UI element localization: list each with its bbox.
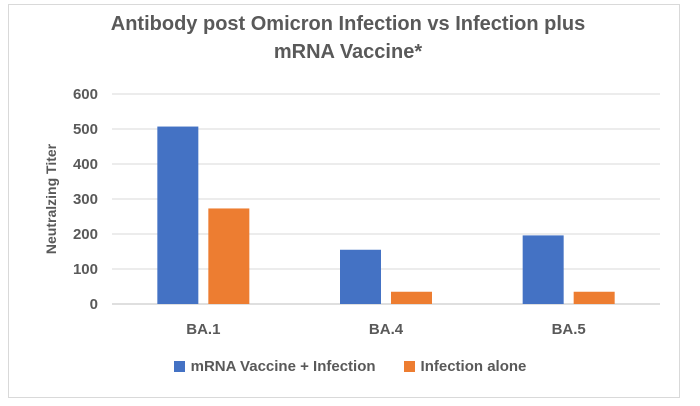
y-tick-label-500: 500 bbox=[73, 121, 98, 138]
y-tick-label-600: 600 bbox=[73, 86, 98, 103]
y-axis-label: Neutralzing Titer bbox=[43, 143, 59, 254]
chart-legend: mRNA Vaccine + Infection Infection alone bbox=[0, 358, 700, 375]
x-tick-label-ba4: BA.4 bbox=[369, 321, 404, 338]
legend-item-series-1: mRNA Vaccine + Infection bbox=[173, 358, 376, 375]
y-tick-label-100: 100 bbox=[73, 261, 98, 278]
legend-label-series-1: mRNA Vaccine + Infection bbox=[190, 358, 376, 375]
bar-ba4-series-1 bbox=[340, 249, 381, 304]
bar-ba1-series-1 bbox=[157, 126, 199, 304]
chart-frame bbox=[8, 4, 680, 398]
y-tick-label-300: 300 bbox=[73, 191, 98, 208]
legend-swatch-series-2 bbox=[403, 361, 415, 372]
bar-ba5-series-1 bbox=[522, 235, 564, 304]
bar-ba5-series-2 bbox=[573, 291, 615, 304]
y-tick-label-0: 0 bbox=[90, 296, 98, 313]
y-tick-label-200: 200 bbox=[73, 226, 98, 243]
legend-label-series-2: Infection alone bbox=[420, 358, 527, 375]
chart-title-line-2: mRNA Vaccine* bbox=[273, 41, 423, 63]
legend-swatch-series-1 bbox=[173, 361, 185, 372]
x-tick-label-ba1: BA.1 bbox=[186, 321, 220, 338]
chart-title: Antibody post Omicron Infection vs Infec… bbox=[0, 10, 696, 66]
y-tick-label-400: 400 bbox=[73, 156, 98, 173]
chart-title-line-1: Antibody post Omicron Infection vs Infec… bbox=[110, 13, 586, 35]
bar-ba1-series-2 bbox=[208, 208, 250, 304]
x-tick-label-ba5: BA.5 bbox=[552, 321, 586, 338]
bar-ba4-series-2 bbox=[391, 291, 432, 304]
legend-item-series-2: Infection alone bbox=[403, 358, 527, 375]
